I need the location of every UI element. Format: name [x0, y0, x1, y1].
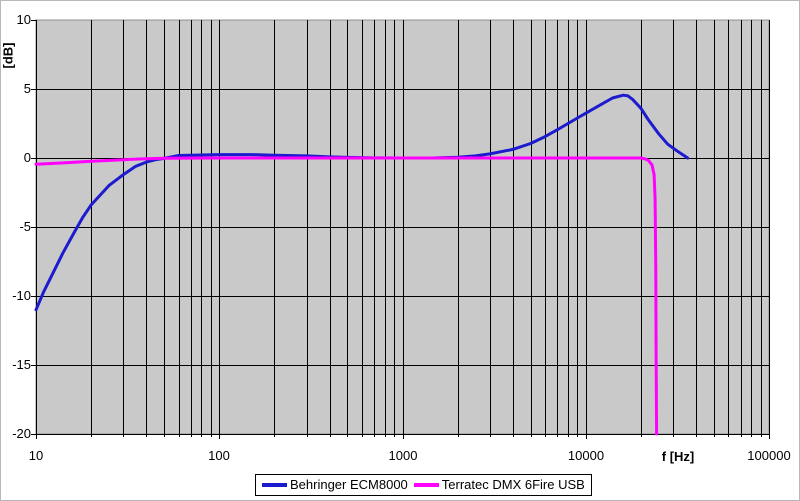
- legend-label-terratec-dmx-6fire-usb: Terratec DMX 6Fire USB: [441, 477, 585, 492]
- x-axis-title: f [Hz]: [661, 449, 695, 464]
- legend: Behringer ECM8000 Terratec DMX 6Fire USB: [255, 474, 592, 496]
- y-axis-title: [dB]: [0, 42, 16, 69]
- legend-line-behringer-ecm8000: [262, 483, 287, 487]
- y-tick-label: -5: [19, 219, 31, 234]
- x-tick-label: 100000: [747, 448, 791, 463]
- legend-line-terratec-dmx-6fire-usb: [413, 483, 439, 487]
- legend-label-behringer-ecm8000: Behringer ECM8000: [290, 477, 408, 492]
- x-tick-label: 1000: [388, 448, 418, 463]
- y-tick-label: -10: [12, 288, 31, 303]
- y-tick-label: 0: [23, 150, 31, 165]
- x-tick-label: 10000: [567, 448, 605, 463]
- y-tick-label: 10: [16, 12, 31, 27]
- x-tick-label: 10: [28, 448, 44, 463]
- y-tick-label: 5: [23, 81, 31, 96]
- x-tick-label: 100: [208, 448, 230, 463]
- y-tick-label: -15: [12, 357, 31, 372]
- y-tick-label: -20: [12, 426, 31, 441]
